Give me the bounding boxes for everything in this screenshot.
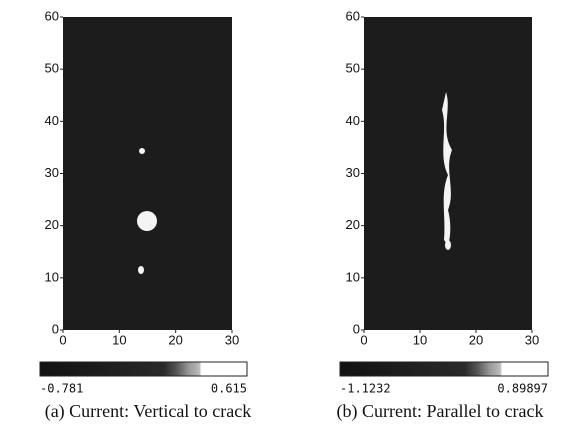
bright-region (137, 211, 157, 231)
x-tick-label: 10 (112, 332, 126, 347)
panel-a: 0 10 20 30 0 10 20 30 40 50 60 -0.781 0.615 (a) Curre… (39, 8, 252, 422)
plot-area (63, 17, 232, 330)
bright-region (138, 266, 144, 274)
y-tick-label: 30 (346, 165, 360, 180)
colorbar-max-label: 0.89897 (497, 382, 548, 396)
x-tick-label: 0 (59, 332, 66, 347)
x-tick-label: 20 (469, 332, 483, 347)
y-tick-label: 60 (45, 8, 59, 23)
colorbar (39, 361, 248, 377)
x-tick-label: 0 (360, 332, 367, 347)
y-tick-label: 10 (346, 269, 360, 284)
x-tick-label: 30 (225, 332, 239, 347)
y-tick-label: 40 (346, 113, 360, 128)
bright-region (445, 240, 451, 250)
x-tick-label: 30 (525, 332, 539, 347)
x-tick-label: 10 (413, 332, 427, 347)
panel-caption: (b) Current: Parallel to crack (337, 401, 544, 422)
panel-caption: (a) Current: Vertical to crack (45, 401, 252, 422)
colorbar-min-label: -0.781 (40, 382, 83, 396)
y-tick-label: 20 (346, 217, 360, 232)
colorbar-min-label: -1.1232 (340, 382, 391, 396)
y-tick-label: 10 (45, 269, 59, 284)
y-tick-label: 50 (45, 61, 59, 76)
y-tick-label: 40 (45, 113, 59, 128)
bright-region (139, 148, 145, 154)
panel-b: 0 10 20 30 0 10 20 30 40 50 60 -1.1232 0.89897 (b) Cu… (337, 8, 549, 422)
y-tick-label: 0 (353, 321, 360, 336)
y-tick-label: 60 (346, 8, 360, 23)
colorbar (339, 361, 549, 377)
colorbar-max-label: 0.615 (211, 382, 247, 396)
y-tick-label: 20 (45, 217, 59, 232)
y-tick-label: 30 (45, 165, 59, 180)
bright-region (442, 92, 452, 245)
x-tick-label: 20 (168, 332, 182, 347)
y-tick-label: 50 (346, 61, 360, 76)
y-tick-label: 0 (52, 321, 59, 336)
